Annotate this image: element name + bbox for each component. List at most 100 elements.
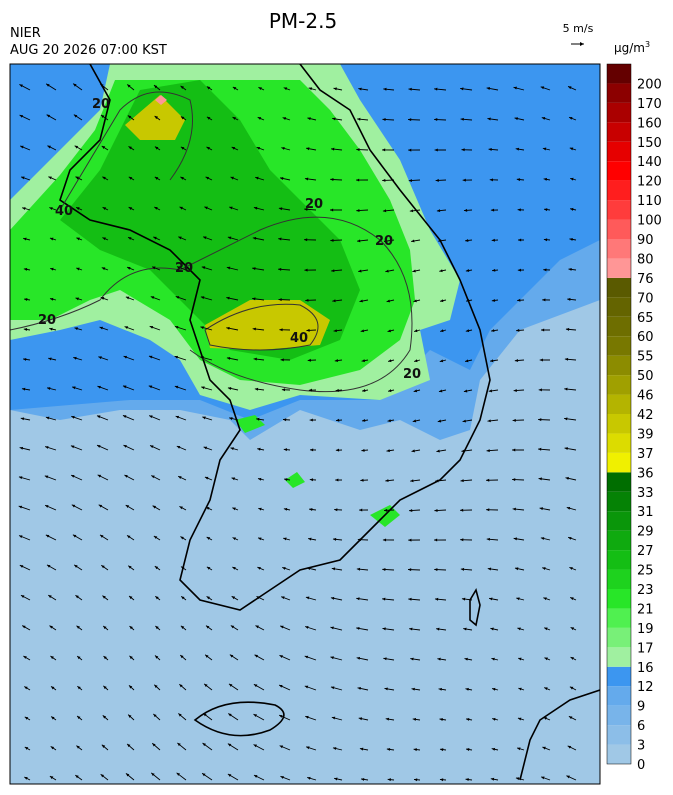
wind-head [97, 445, 101, 448]
colorbar-segment [607, 141, 631, 162]
wind-arrow [565, 476, 577, 481]
wind-head [414, 359, 418, 363]
wind-head [570, 657, 574, 660]
wind-arrow [176, 772, 187, 781]
wind-arrow [413, 329, 421, 333]
wind-arrow [359, 508, 369, 512]
wind-head [122, 415, 127, 418]
wind-arrow [48, 357, 57, 361]
wind-arrow [232, 537, 239, 541]
wind-head [49, 327, 53, 331]
coastline [59, 64, 600, 781]
wind-head [279, 328, 283, 332]
wind-arrow [49, 625, 57, 631]
wind-arrow [153, 684, 161, 691]
wind-arrow [540, 86, 551, 91]
wind-head [491, 298, 496, 302]
wind-arrow [488, 147, 499, 151]
wind-arrow [227, 387, 239, 391]
wind-arrow [152, 505, 161, 511]
wind-head [361, 448, 365, 452]
wind-head [331, 567, 336, 571]
wind-head [278, 267, 282, 271]
wind-head [101, 145, 106, 149]
wind-arrow [542, 567, 551, 571]
wind-head [205, 625, 210, 629]
wind-head [103, 685, 107, 690]
wind-arrow [128, 145, 135, 151]
wind-arrow [466, 299, 473, 303]
wind-head [282, 117, 287, 120]
colorbar-segment [607, 686, 631, 706]
wind-head [434, 538, 438, 542]
wind-arrow [515, 147, 525, 151]
wind-arrow [50, 686, 57, 691]
wind-head [516, 597, 520, 601]
wind-head [256, 146, 261, 150]
wind-head [382, 627, 386, 631]
wind-arrow [20, 594, 31, 601]
wind-arrow [280, 358, 291, 362]
wind-head [542, 746, 546, 750]
contours [10, 91, 413, 393]
wind-arrow [180, 536, 187, 541]
wind-arrow [465, 717, 473, 721]
wind-head [408, 118, 412, 122]
colorbar-label: 33 [637, 486, 654, 501]
wind-head [49, 237, 54, 241]
wind-head [149, 415, 153, 419]
colorbar-label: 65 [637, 311, 654, 326]
wind-head [570, 177, 574, 181]
wind-head [542, 147, 547, 151]
wind-head [123, 355, 128, 359]
wind-head [280, 358, 284, 362]
wind-arrow [180, 85, 187, 91]
wind-head [434, 568, 438, 572]
wind-arrow [566, 775, 577, 781]
wind-arrow [282, 567, 291, 571]
wind-head [304, 655, 309, 659]
wind-head [358, 717, 363, 721]
wind-arrow [125, 296, 135, 301]
wind-head [306, 147, 310, 151]
wind-head [514, 567, 519, 571]
wind-arrow [518, 687, 525, 691]
wind-head [436, 209, 441, 213]
wind-arrow [180, 566, 187, 571]
wind-arrow [49, 297, 57, 301]
wind-arrow [46, 387, 57, 391]
wind-head [543, 238, 548, 242]
wind-head [228, 713, 232, 717]
wind-arrow [434, 87, 447, 91]
wind-head [486, 449, 490, 453]
wind-head [252, 327, 256, 331]
wind-arrow [304, 268, 317, 272]
wind-arrow [125, 504, 135, 511]
wind-arrow [570, 597, 577, 601]
contour-labels: 20 20 20 20 20 20 40 40 [38, 97, 421, 382]
wind-arrow [385, 717, 395, 721]
wind-head [44, 475, 49, 479]
wind-head [77, 716, 81, 720]
wind-head [176, 445, 181, 449]
wind-arrow [513, 388, 525, 392]
wind-head [357, 538, 362, 542]
wind-arrow [278, 298, 291, 302]
wind-head [19, 84, 23, 88]
wind-arrow [76, 267, 83, 271]
wind-head [226, 266, 231, 270]
map: 20 20 20 20 20 20 40 40 [10, 64, 600, 784]
wind-arrow [75, 594, 83, 601]
wind-head [176, 266, 181, 270]
wind-arrow [153, 713, 161, 721]
wind-head [228, 683, 233, 687]
wind-arrow [361, 448, 369, 452]
wind-arrow [23, 267, 31, 271]
wind-head [99, 326, 104, 330]
wind-arrow [463, 208, 473, 212]
colorbar-segment [607, 725, 631, 745]
wind-arrow [203, 683, 213, 691]
wind-head [101, 267, 106, 271]
wind-head [538, 418, 542, 422]
colorbar-segment [607, 452, 631, 473]
